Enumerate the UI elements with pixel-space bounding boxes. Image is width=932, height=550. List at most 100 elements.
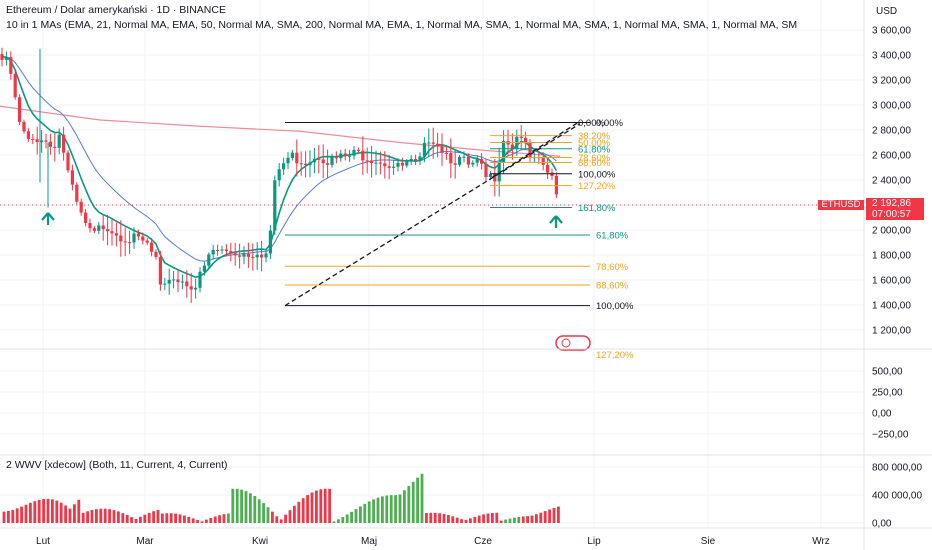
volume-bar [143, 514, 147, 523]
candle-body [400, 162, 404, 166]
volume-tick-label: 400 000,00 [872, 491, 922, 502]
candle-body [220, 249, 224, 251]
volume-bar [557, 506, 560, 523]
volume-bar [517, 517, 521, 523]
candle-body [484, 163, 488, 177]
price-tick-label: 2 800,00 [872, 126, 911, 137]
fib-level-label: 38,20% [578, 131, 611, 142]
time-label: Cze [474, 536, 492, 547]
fib-level-label: 88,60% [596, 281, 629, 292]
candle-body [202, 265, 206, 272]
trend-line [491, 121, 579, 179]
volume-bar [81, 512, 85, 523]
volume-bar [24, 504, 28, 523]
volume-bar [11, 509, 15, 523]
candle-body [524, 137, 528, 144]
volume-bar [59, 502, 63, 523]
candle-body [282, 163, 286, 170]
candle-body [317, 158, 321, 160]
candle-body [431, 142, 435, 144]
volume-bar [99, 508, 103, 523]
volume-bar [174, 513, 177, 523]
volume-bar [284, 514, 287, 523]
volume-bar [389, 495, 393, 523]
price-tick-label: 2 000,00 [872, 226, 911, 237]
fib-level-label: 0,00% [596, 118, 623, 129]
candle-body [92, 228, 96, 231]
candle-body [229, 250, 233, 254]
candle-body [466, 156, 470, 165]
candle-body [387, 166, 391, 168]
candle-body [308, 162, 312, 166]
candle-body [418, 156, 422, 161]
volume-bar [20, 506, 23, 523]
candle-body [66, 152, 70, 171]
volume-bar [218, 515, 221, 523]
candle-body [198, 271, 202, 288]
candle-body [356, 149, 360, 151]
countdown: 07:00:57 [872, 209, 911, 220]
candle-body [370, 160, 374, 164]
volume-bar [64, 505, 67, 523]
volume-bar [337, 519, 340, 523]
alert-pill-icon [555, 335, 591, 351]
volume-bar [191, 518, 195, 523]
volume-bar [125, 515, 129, 523]
volume-bar [2, 511, 6, 523]
price-tick-label: 3 000,00 [872, 101, 911, 112]
volume-bar [205, 519, 208, 523]
candle-body [453, 163, 457, 165]
volume-bar [103, 508, 107, 523]
candle-body [18, 97, 22, 122]
volume-bar [112, 510, 116, 523]
fibonacci-retracement[interactable]: 0,00%61,80%78,60%88,60%100,00%127,20%0,0… [285, 118, 634, 361]
price-tick-label: 2 400,00 [872, 176, 911, 187]
price-tick-label: 1 800,00 [872, 251, 911, 262]
candle-body [185, 281, 189, 287]
fib-level-label: 100,00% [578, 169, 616, 180]
volume-bar [464, 519, 468, 523]
candle-body [84, 212, 88, 223]
volume-bar [279, 519, 283, 523]
candle-body [449, 152, 453, 164]
volume-bar [420, 473, 424, 523]
candle-body [194, 287, 198, 290]
volume-bar [535, 514, 538, 523]
candle-body [519, 136, 523, 138]
volume-bar [249, 493, 252, 523]
volume-bar [7, 510, 10, 523]
plot-background [0, 0, 864, 550]
candle-body [290, 152, 294, 158]
volume-bar [187, 516, 191, 523]
candle-body [53, 146, 57, 148]
candle-body [97, 225, 101, 231]
candle-body [299, 163, 303, 165]
volume-bar [266, 507, 270, 523]
trend-line [284, 123, 581, 307]
mid-tick-label: 250,00 [872, 388, 903, 399]
candle-body [414, 158, 418, 161]
candle-body [154, 251, 158, 257]
volume-bar [552, 507, 556, 523]
ma-indicator-legend[interactable]: 10 in 1 MAs (EMA, 21, Normal MA, EMA, 50… [6, 19, 798, 31]
candle-body [471, 162, 475, 165]
candle-body [339, 153, 343, 159]
volume-bar [354, 509, 358, 523]
time-label: Kwi [252, 536, 268, 547]
volume-bar [42, 499, 45, 523]
volume-bar [341, 517, 345, 523]
volume-bar [275, 516, 279, 523]
volume-bar [262, 503, 265, 523]
candle-body [493, 174, 497, 182]
symbol-title[interactable]: Ethereum / Dolar amerykański · 1D · BINA… [6, 4, 226, 16]
volume-histogram [2, 473, 560, 523]
volume-bar [134, 518, 138, 523]
candle-body [44, 140, 48, 142]
trend-lines[interactable] [284, 121, 581, 307]
candle-body [9, 57, 13, 74]
candle-body [136, 233, 140, 237]
volume-indicator-legend[interactable]: 2 WWV [xdecow] (Both, 11, Current, 4, Cu… [6, 459, 228, 471]
volume-bar [376, 497, 380, 523]
volume-bar [530, 515, 534, 523]
